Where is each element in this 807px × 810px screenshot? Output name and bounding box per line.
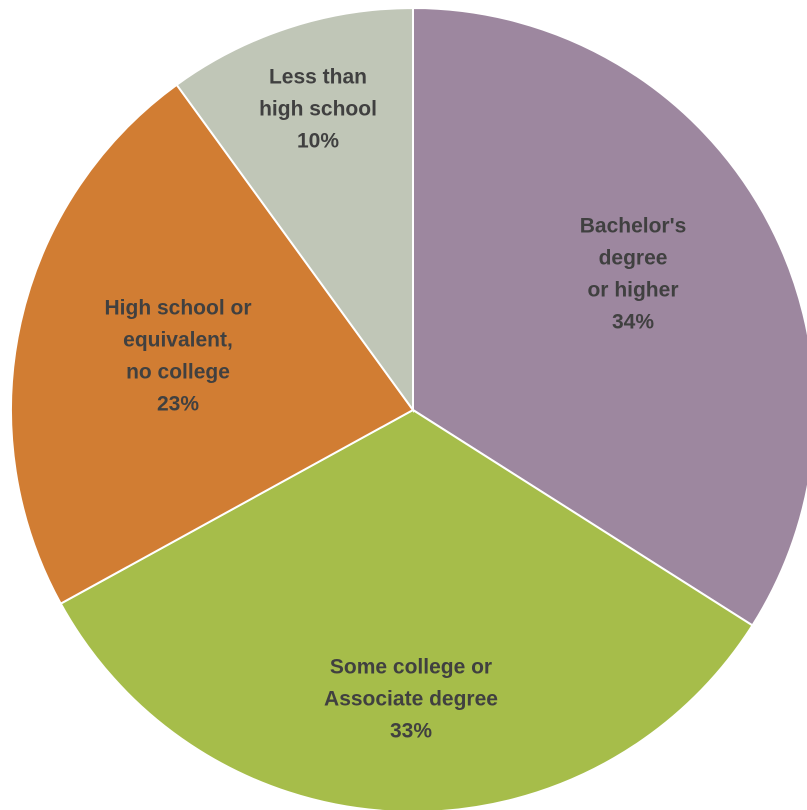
slice-category-line: Some college or — [330, 656, 492, 679]
labels-layer: Bachelor's degree or higher 34% Some college… — [105, 66, 687, 743]
slices-layer — [10, 6, 807, 810]
slice-category-line: Bachelor's — [580, 215, 687, 238]
slice-category-line: high school — [259, 98, 377, 121]
pie-slice-less-than-high-school — [175, 6, 414, 414]
slice-category-line: or higher — [587, 279, 678, 302]
pie-slice-high-school-or-equivalent-no-college — [10, 83, 415, 606]
pie-slice-bachelor-s-degree-or-higher — [412, 6, 807, 627]
slice-category-line: no college — [126, 361, 230, 384]
slice-label-bachelor-s-degree-or-higher: Bachelor's degree or higher 34% — [580, 215, 687, 334]
slice-value-label: 10% — [297, 130, 339, 153]
slice-label-high-school-or-equivalent-no-college: High school or equivalent, no college 23% — [105, 297, 252, 416]
slice-value-label: 23% — [157, 393, 199, 416]
slice-value-label: 33% — [390, 720, 432, 743]
slice-value-label: 34% — [612, 311, 654, 334]
slice-category-line: High school or — [105, 297, 252, 320]
slice-category-line: Associate degree — [324, 688, 498, 711]
slice-category-line: equivalent, — [123, 329, 233, 352]
slice-category-line: Less than — [269, 66, 367, 89]
pie-slice-some-college-or-associate-degree — [59, 408, 754, 810]
slice-label-some-college-or-associate-degree: Some college or Associate degree 33% — [324, 656, 498, 743]
slice-category-line: degree — [599, 247, 668, 270]
slice-label-less-than-high-school: Less than high school 10% — [259, 66, 377, 153]
